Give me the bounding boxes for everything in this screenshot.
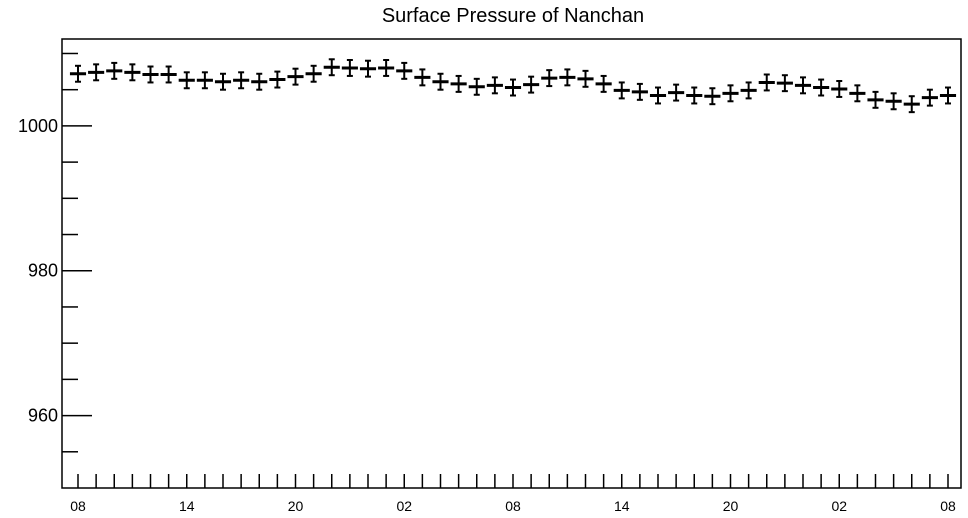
data-point xyxy=(486,76,503,95)
x-tick-label: 08 xyxy=(940,498,956,514)
data-point xyxy=(341,59,358,77)
data-point xyxy=(849,84,866,103)
data-point xyxy=(776,74,793,93)
data-point xyxy=(251,72,268,91)
data-point xyxy=(432,72,449,91)
data-point xyxy=(196,71,213,90)
data-point xyxy=(323,58,340,77)
y-tick-label: 980 xyxy=(28,261,58,281)
data-point xyxy=(613,81,630,100)
data-point xyxy=(939,86,957,105)
data-point xyxy=(704,87,721,106)
data-point xyxy=(903,95,920,114)
x-axis: 08 14 20 02 08 14 20 02 08 xyxy=(70,474,956,514)
data-point xyxy=(867,90,884,109)
x-tick-label: 08 xyxy=(505,498,521,514)
x-tick-label: 14 xyxy=(179,498,195,514)
data-point xyxy=(559,68,576,87)
data-point xyxy=(178,71,195,90)
data-point xyxy=(631,82,648,101)
data-point xyxy=(740,81,757,100)
data-point xyxy=(69,64,87,83)
data-point xyxy=(541,69,558,88)
y-tick-label: 960 xyxy=(28,406,58,426)
data-point xyxy=(359,59,377,78)
data-point xyxy=(106,61,123,80)
data-point xyxy=(287,67,304,86)
data-point xyxy=(468,77,485,96)
x-tick-label: 08 xyxy=(70,498,86,514)
data-point xyxy=(124,63,141,82)
data-point xyxy=(921,88,938,107)
plot-frame xyxy=(61,38,962,489)
data-point xyxy=(813,78,830,97)
data-point xyxy=(523,75,540,94)
data-point xyxy=(396,61,413,80)
y-tick-label: 1000 xyxy=(18,116,58,136)
data-point xyxy=(722,84,739,103)
data-point xyxy=(831,80,848,98)
data-point xyxy=(649,86,667,105)
data-point xyxy=(668,83,685,102)
data-point xyxy=(686,86,703,105)
data-point xyxy=(214,72,232,91)
data-point xyxy=(378,59,395,77)
x-tick-label: 20 xyxy=(288,498,304,514)
x-tick-label: 02 xyxy=(831,498,847,514)
data-point xyxy=(595,74,612,93)
data-point xyxy=(450,74,467,93)
x-tick-label: 02 xyxy=(396,498,412,514)
data-point xyxy=(504,78,522,97)
data-point xyxy=(794,76,812,95)
x-tick-label: 14 xyxy=(614,498,630,514)
data-point xyxy=(88,63,105,82)
pressure-series xyxy=(69,58,957,114)
data-point xyxy=(758,73,775,92)
x-tick-label: 20 xyxy=(723,498,739,514)
chart-title: Surface Pressure of Nanchan xyxy=(382,5,644,27)
data-point xyxy=(233,71,250,90)
data-point xyxy=(269,70,286,89)
data-point xyxy=(577,69,594,88)
data-point xyxy=(160,65,177,84)
data-point xyxy=(142,65,159,84)
data-point xyxy=(305,64,322,83)
data-point xyxy=(885,92,902,111)
y-axis: 960 980 1000 xyxy=(18,52,92,453)
data-point xyxy=(414,68,431,87)
